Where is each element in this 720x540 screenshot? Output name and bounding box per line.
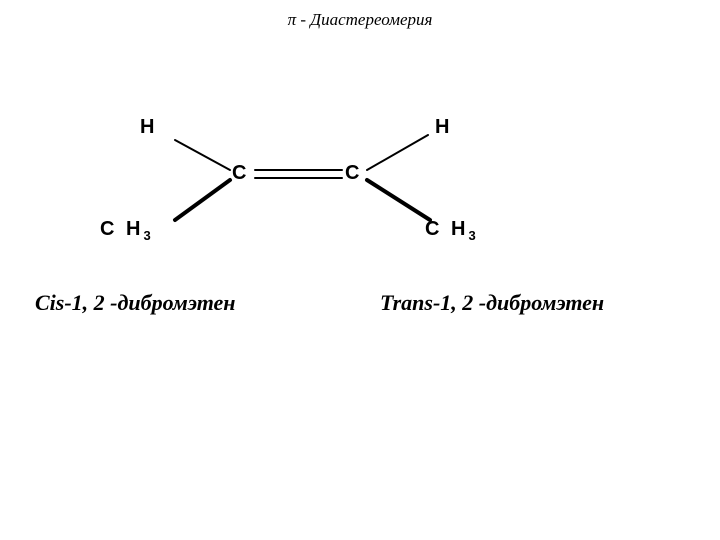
bond-line <box>175 180 230 220</box>
bond-line <box>175 140 230 170</box>
atom-label-c-right: C <box>345 162 362 185</box>
atom-label-text: C H <box>425 218 468 240</box>
bond-line <box>367 180 430 220</box>
atom-label-ch3-left: C H3 <box>100 218 151 243</box>
atom-label-ch3-right: C H3 <box>425 218 476 243</box>
trans-caption: Trans-1, 2 -дибромэтен <box>380 290 604 316</box>
bond-line <box>367 135 428 170</box>
atom-label-sub: 3 <box>143 228 150 243</box>
atom-label-h-left: H <box>140 116 157 139</box>
cis-caption: Cis-1, 2 -дибромэтен <box>35 290 236 316</box>
structure-diagram: H C H3 C C H C H3 <box>80 100 510 260</box>
slide: π - Диастереомерия H C H3 C C H C H3 Cis… <box>0 0 720 540</box>
atom-label-text: C H <box>100 218 143 240</box>
atom-label-sub: 3 <box>468 228 475 243</box>
atom-label-h-right: H <box>435 116 452 139</box>
slide-title: π - Диастереомерия <box>0 10 720 30</box>
atom-label-c-left: C <box>232 162 249 185</box>
